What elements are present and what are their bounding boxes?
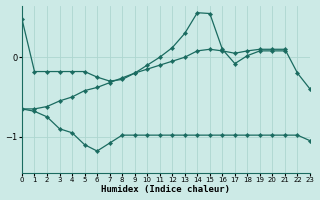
X-axis label: Humidex (Indice chaleur): Humidex (Indice chaleur) [101,185,230,194]
